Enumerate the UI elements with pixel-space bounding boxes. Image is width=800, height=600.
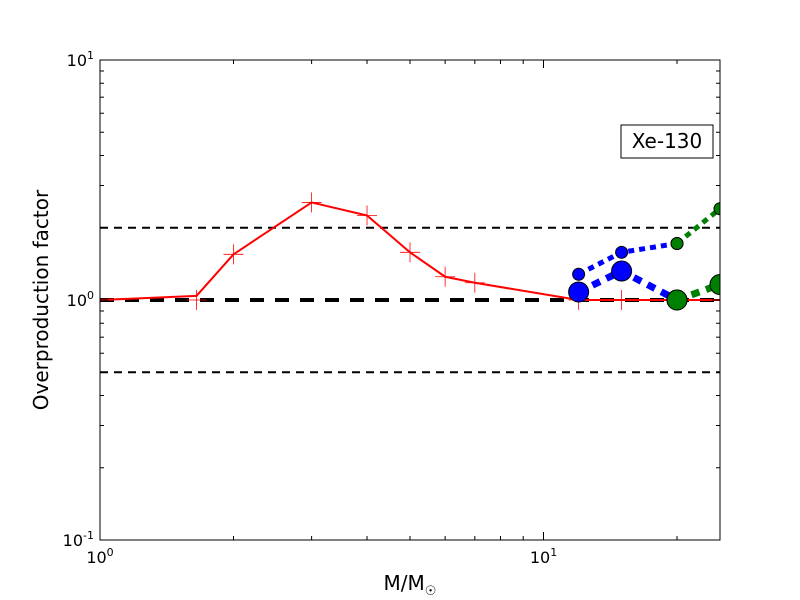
series-2-point-0 [568,281,590,303]
x-axis-label: M/M☉ [384,571,437,599]
series-0-point-5 [435,266,456,287]
series-3-line [675,206,720,246]
y-tick-label-1: 100 [67,289,94,310]
annotation-frame [620,124,714,159]
series-1-point-1 [615,245,629,259]
series-0-point-3 [357,205,378,226]
series-4-point-0 [666,289,688,311]
x-tick-label-1: 101 [530,546,557,567]
series-2-point-1 [611,260,633,282]
x-tick-label-0: 100 [86,546,113,567]
series-3 [670,202,720,250]
x-axis-label-subscript: ☉ [425,584,437,599]
series-4-point-1 [709,274,720,296]
series-0-point-0 [186,290,207,310]
series-0-point-6 [464,272,485,293]
series-0-point-1 [223,244,244,265]
series-3-point-1 [713,202,720,216]
annotation-label: Xe-130 [632,129,703,153]
y-tick-label-2: 101 [67,49,94,70]
annotation-box: Xe-130 [620,124,714,159]
series-0-point-2 [301,192,322,213]
series-3-point-0 [670,236,684,250]
series-0-point-4 [400,242,420,263]
x-axis-label-main: M/M [384,571,425,595]
y-axis-label: Overproduction factor [29,189,53,410]
y-tick-label-0: 10-1 [63,529,94,550]
series-4 [666,274,720,311]
series-group [100,192,720,311]
series-1-point-0 [572,267,586,281]
series-0-point-8 [611,290,632,310]
